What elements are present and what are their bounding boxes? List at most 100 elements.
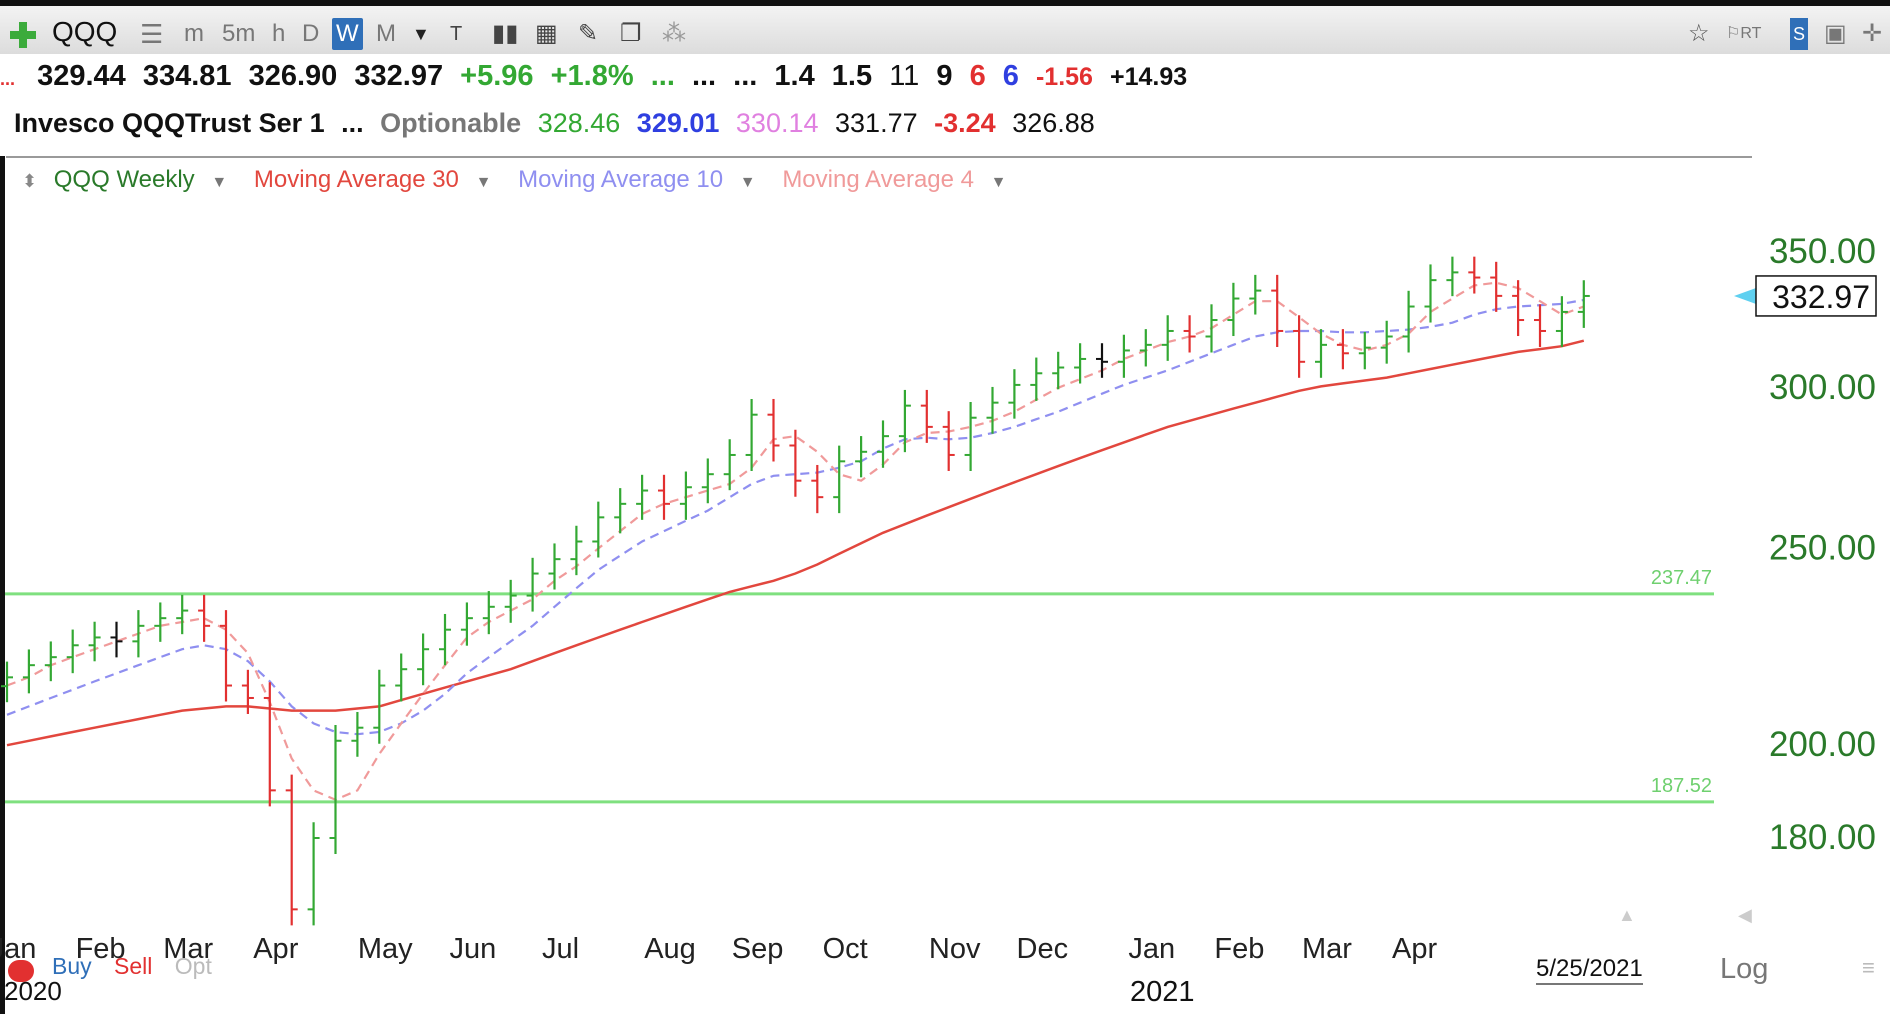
legend-ma4[interactable]: Moving Average 4 xyxy=(782,166,974,193)
interval-dropdown-icon[interactable]: ▼ xyxy=(412,24,430,44)
x-month-label: Feb xyxy=(1214,933,1264,965)
price-bar xyxy=(1117,334,1130,378)
menu-icon[interactable]: ≡ xyxy=(1862,955,1875,980)
grid-icon[interactable]: ▦ xyxy=(535,20,558,47)
text-tool-icon[interactable]: T xyxy=(450,23,463,45)
interval-day[interactable]: D xyxy=(302,20,320,47)
add-symbol-icon[interactable] xyxy=(10,22,36,48)
interval-month[interactable]: M xyxy=(376,20,396,47)
legend-series[interactable]: QQQ Weekly xyxy=(53,166,195,193)
interval-hour[interactable]: h xyxy=(272,20,286,47)
log-toggle[interactable]: Log xyxy=(1720,953,1769,985)
x-month-label: Dec xyxy=(1017,933,1069,965)
price-bar xyxy=(1183,315,1196,353)
x-month-label: Apr xyxy=(253,933,298,965)
legend-ma30-dropdown-icon[interactable]: ▼ xyxy=(475,174,492,191)
value-e: -3.24 xyxy=(934,108,996,138)
share-icon[interactable]: ⁂ xyxy=(662,20,686,47)
expand-icon[interactable]: ✛ xyxy=(1862,20,1883,47)
quote-v4: 9 xyxy=(936,60,953,92)
interval-minute[interactable]: m xyxy=(184,20,204,47)
legend-series-dropdown-icon[interactable]: ▼ xyxy=(211,174,228,191)
legend-ma30[interactable]: Moving Average 30 xyxy=(253,166,459,193)
quote-v6: 6 xyxy=(1002,60,1019,92)
value-c: 330.14 xyxy=(735,108,819,138)
quote-v7: -1.56 xyxy=(1035,63,1093,91)
y-tick-label: 200.00 xyxy=(1769,725,1876,764)
price-bar xyxy=(351,711,364,757)
x-month-label: Jun xyxy=(450,933,497,965)
draw-pencil-icon[interactable]: ✎ xyxy=(578,20,599,47)
legend-ma10[interactable]: Moving Average 10 xyxy=(518,166,724,193)
header-divider xyxy=(6,156,1752,158)
price-bar xyxy=(833,445,846,514)
chart-left-border xyxy=(0,156,5,1014)
price-bar xyxy=(1052,351,1065,390)
chart-legend: ⬍ QQQ Weekly ▼ Moving Average 30 ▼ Movin… xyxy=(22,166,1027,194)
y-tick-label: 250.00 xyxy=(1769,529,1876,568)
price-bar xyxy=(110,621,123,658)
price-bar xyxy=(745,398,758,471)
ma4-line xyxy=(6,281,1585,801)
symbol-label[interactable]: QQQ xyxy=(52,16,118,47)
y-tick-label: 180.00 xyxy=(1769,818,1876,857)
price-bar xyxy=(964,401,977,471)
price-bar xyxy=(570,525,583,576)
quote-v3: 11 xyxy=(889,60,920,92)
price-bar xyxy=(329,725,342,855)
x-month-label: Sep xyxy=(732,933,784,965)
y-tick-label: 300.00 xyxy=(1769,368,1876,407)
buy-button[interactable]: Buy xyxy=(52,953,92,979)
price-bar xyxy=(1227,282,1240,337)
date-label[interactable]: 5/25/2021 xyxy=(1536,955,1643,985)
price-bar xyxy=(439,613,451,666)
price-bar xyxy=(636,474,649,520)
price-bar xyxy=(198,594,211,642)
price-bar xyxy=(658,474,670,520)
scroll-up-icon[interactable]: ▲ xyxy=(1618,905,1636,925)
opt-button[interactable]: Opt xyxy=(174,953,212,979)
legend-ma10-dropdown-icon[interactable]: ▼ xyxy=(739,174,756,191)
sell-button[interactable]: Sell xyxy=(114,953,153,979)
legend-ma4-dropdown-icon[interactable]: ▼ xyxy=(990,174,1007,191)
favorite-star-icon[interactable]: ☆ xyxy=(1688,20,1710,47)
flag-icon[interactable]: ⚐RT xyxy=(1726,25,1762,42)
x-month-label: Mar xyxy=(163,933,213,965)
quote-dots-black-2: ... xyxy=(733,60,758,92)
s-badge-icon[interactable]: S xyxy=(1790,18,1809,50)
trade-icon[interactable] xyxy=(8,960,34,982)
quote-v2: 1.5 xyxy=(831,60,873,92)
quote-line-2: Invesco QQQTrust Ser 1 ... Optionable 32… xyxy=(14,108,1104,148)
price-bar xyxy=(1008,369,1021,419)
price-bar xyxy=(220,610,232,702)
price-bar xyxy=(22,649,35,694)
price-bar xyxy=(1512,280,1525,337)
interval-5minute[interactable]: 5m xyxy=(222,20,256,47)
ma10-line xyxy=(6,298,1584,736)
value-b: 329.01 xyxy=(636,108,720,138)
price-bar xyxy=(1205,304,1218,353)
bar-chart-icon[interactable]: ▮▮ xyxy=(492,20,519,47)
instrument-name: Invesco QQQTrust Ser 1 xyxy=(14,108,325,138)
price-bar xyxy=(1139,329,1152,367)
price-bar xyxy=(154,602,167,642)
toolbar: QQQ ☰ m 5m h D W M ▼ T ▮▮ ▦ ✎ ❐ ⁂ ☆ ⚐RT … xyxy=(0,0,1890,54)
list-icon[interactable]: ☰ xyxy=(140,19,164,49)
price-bar xyxy=(1030,357,1043,401)
scroll-left-icon[interactable]: ◀ xyxy=(1738,905,1752,925)
page-icon[interactable]: ❐ xyxy=(620,20,642,47)
value-d: 331.77 xyxy=(835,108,918,138)
save-icon[interactable]: ▣ xyxy=(1824,20,1847,47)
price-bar xyxy=(1315,329,1327,378)
x-month-label: Oct xyxy=(823,933,868,965)
interval-week[interactable]: W xyxy=(332,18,363,50)
horizontal-line-label: 237.47 xyxy=(1651,567,1712,589)
price-bar xyxy=(855,436,868,478)
x-month-label: Jul xyxy=(542,933,579,965)
x-month-label: Feb xyxy=(76,933,126,965)
drag-handle-icon[interactable]: ⬍ xyxy=(22,171,38,191)
instrument-dots: ... xyxy=(341,108,364,138)
x-month-label: Apr xyxy=(1392,933,1437,965)
price-bar xyxy=(88,621,101,662)
